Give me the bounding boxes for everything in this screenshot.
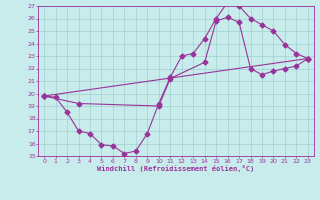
X-axis label: Windchill (Refroidissement éolien,°C): Windchill (Refroidissement éolien,°C) — [97, 165, 255, 172]
